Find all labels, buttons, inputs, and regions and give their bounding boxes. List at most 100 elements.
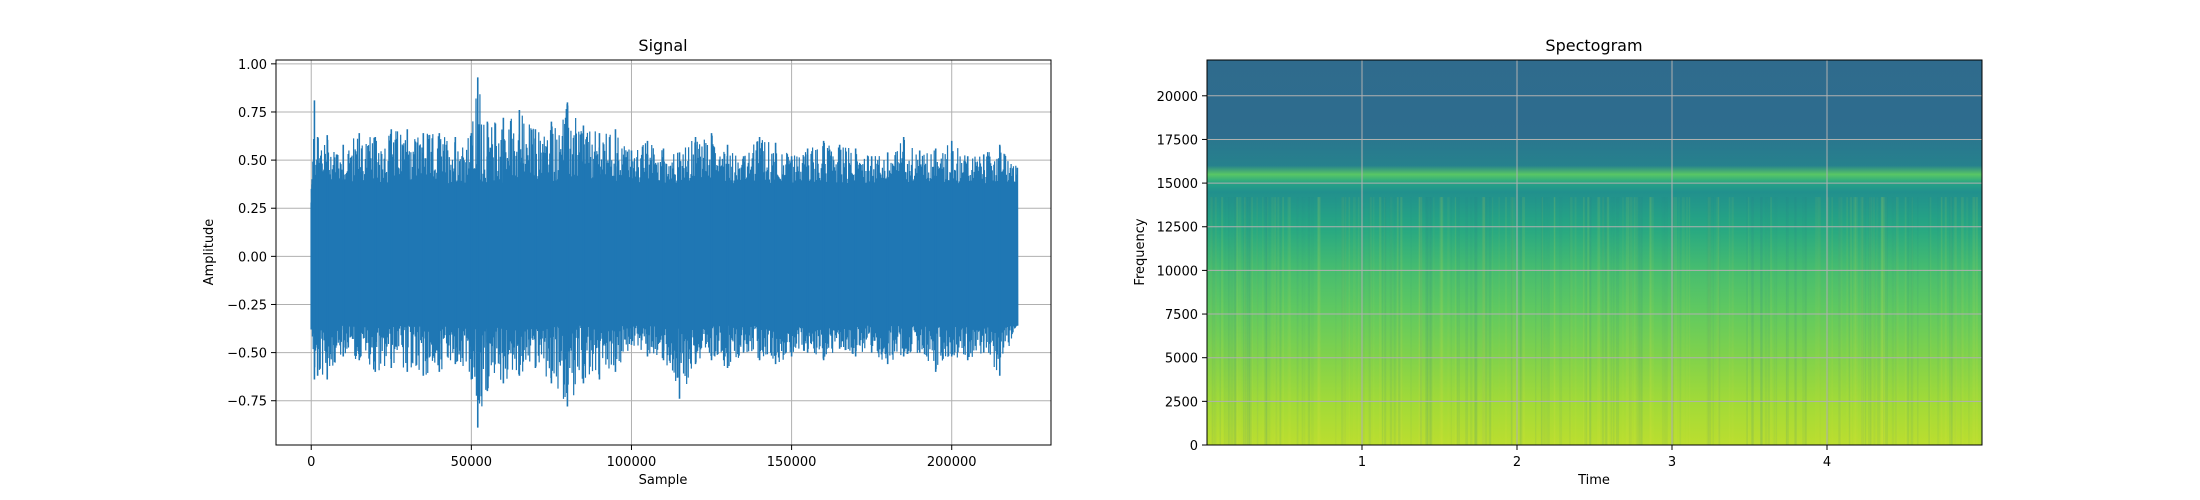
spectrogram-texture (1672, 197, 1675, 445)
spectrogram-texture (1535, 197, 1537, 445)
spectrogram-texture (1390, 197, 1393, 445)
spectrogram-texture (1245, 197, 1248, 445)
spectrogram-texture (1805, 197, 1807, 445)
signal-y-ticks: −0.75 −0.50 −0.25 0.00 0.25 0.50 0.75 1.00 (227, 58, 276, 410)
spectrogram-texture (1826, 197, 1830, 445)
spectrogram-panel: Spectogram 1 2 3 4 0 2500 5000 7500 10000 12500 1… (1133, 36, 1983, 488)
spectrogram-texture (1747, 197, 1750, 445)
spectrogram-texture (1966, 197, 1969, 445)
spectrogram-texture (1972, 197, 1976, 445)
spectrogram-texture (1262, 197, 1264, 445)
spectrogram-texture (1728, 197, 1731, 445)
spectrogram-texture (1872, 197, 1875, 445)
spectrogram-texture (1224, 197, 1226, 445)
spectrogram-texture (1906, 197, 1909, 445)
signal-panel: Signal 0 50000 100000 150000 200000 −0.75−0.… (202, 36, 1052, 488)
spectrogram-texture (1635, 197, 1639, 445)
spectrogram-image (1207, 60, 1983, 445)
spectrogram-texture (1474, 197, 1478, 445)
spectrogram-texture (1775, 197, 1778, 445)
spectrogram-texture (1853, 197, 1857, 445)
signal-x-tick-label: 200000 (927, 455, 977, 470)
spectrogram-texture (1815, 197, 1817, 445)
spectrogram-texture (1760, 197, 1763, 445)
spectrogram-texture (1652, 197, 1654, 445)
spectrogram-texture (1802, 197, 1805, 445)
spectrogram-texture (1582, 197, 1585, 445)
spectrogram-texture (1649, 197, 1653, 445)
spectrogram-texture (1917, 197, 1919, 445)
signal-line (310, 94, 1019, 407)
spectrogram-texture (1794, 197, 1798, 445)
spectrogram-texture (1679, 197, 1681, 445)
signal-x-ticks: 0 50000 100000 150000 200000 (307, 445, 977, 470)
spectrogram-texture (1242, 197, 1246, 445)
spectrogram-texture (1960, 197, 1964, 445)
spectrogram-y-tick-label: 0 (1190, 439, 1198, 454)
spectrogram-texture (1908, 197, 1910, 445)
spectrogram-texture (1864, 197, 1867, 445)
spectrogram-texture (1895, 197, 1898, 445)
spectrogram-texture (1238, 197, 1242, 445)
spectrogram-texture (1849, 197, 1853, 445)
spectrogram-texture (1510, 197, 1513, 445)
spectrogram-texture (1228, 197, 1231, 445)
spectrogram-texture (1951, 197, 1953, 445)
spectrogram-texture (1688, 197, 1691, 445)
spectrogram-texture (1625, 197, 1629, 445)
spectrogram-texture (1428, 197, 1431, 445)
spectrogram-texture (1873, 197, 1876, 445)
spectrogram-texture (1770, 197, 1772, 445)
spectrogram-texture (1540, 197, 1543, 445)
spectrogram-texture (1296, 197, 1299, 445)
spectrogram-texture (1274, 197, 1277, 445)
spectrogram-texture (1419, 197, 1422, 445)
spectrogram-texture (1885, 197, 1887, 445)
spectrogram-texture (1248, 197, 1252, 445)
spectrogram-texture (1709, 197, 1712, 445)
spectrogram-texture (1243, 197, 1246, 445)
spectrogram-texture (1282, 197, 1284, 445)
spectrogram-texture (1707, 197, 1711, 445)
spectrogram-texture (1838, 197, 1841, 445)
spectrogram-texture (1681, 197, 1685, 445)
spectrogram-texture (1629, 197, 1633, 445)
spectrogram-texture (1586, 197, 1588, 445)
spectrogram-texture (1447, 197, 1450, 445)
spectrogram-texture (1454, 197, 1456, 445)
spectrogram-texture (1519, 197, 1522, 445)
spectrogram-texture (1937, 197, 1940, 445)
spectrogram-texture (1559, 197, 1563, 445)
spectrogram-texture (1661, 197, 1665, 445)
spectrogram-texture (1569, 197, 1571, 445)
spectrogram-texture (1301, 197, 1303, 445)
spectrogram-y-tick-label: 12500 (1157, 221, 1198, 236)
spectrogram-texture (1746, 197, 1748, 445)
spectrogram-texture (1256, 197, 1259, 445)
spectrogram-texture (1598, 197, 1601, 445)
spectrogram-texture (1303, 197, 1306, 445)
spectrogram-texture (1672, 197, 1674, 445)
spectrogram-texture (1706, 197, 1710, 445)
signal-y-label: Amplitude (202, 219, 217, 286)
spectrogram-y-ticks: 0 2500 5000 7500 10000 12500 15000 17500 20000 (1157, 90, 1207, 454)
spectrogram-texture (1425, 197, 1429, 445)
spectrogram-y-tick-label: 7500 (1165, 308, 1198, 323)
spectrogram-texture (1342, 197, 1345, 445)
spectrogram-texture (1317, 197, 1320, 445)
spectrogram-texture (1393, 197, 1396, 445)
spectrogram-texture (1277, 197, 1280, 445)
spectrogram-texture (1764, 197, 1768, 445)
spectrogram-texture (1474, 197, 1477, 445)
spectrogram-texture (1279, 197, 1282, 445)
signal-y-tick-label: 0.75 (238, 106, 267, 121)
spectrogram-texture (1456, 197, 1459, 445)
spectrogram-texture (1718, 197, 1720, 445)
spectrogram-x-tick-label: 4 (1823, 455, 1831, 470)
spectrogram-texture (1439, 197, 1442, 445)
spectrogram-texture (1848, 197, 1851, 445)
spectrogram-texture (1426, 197, 1429, 445)
spectrogram-texture (1941, 197, 1943, 445)
spectrogram-texture (1636, 197, 1638, 445)
